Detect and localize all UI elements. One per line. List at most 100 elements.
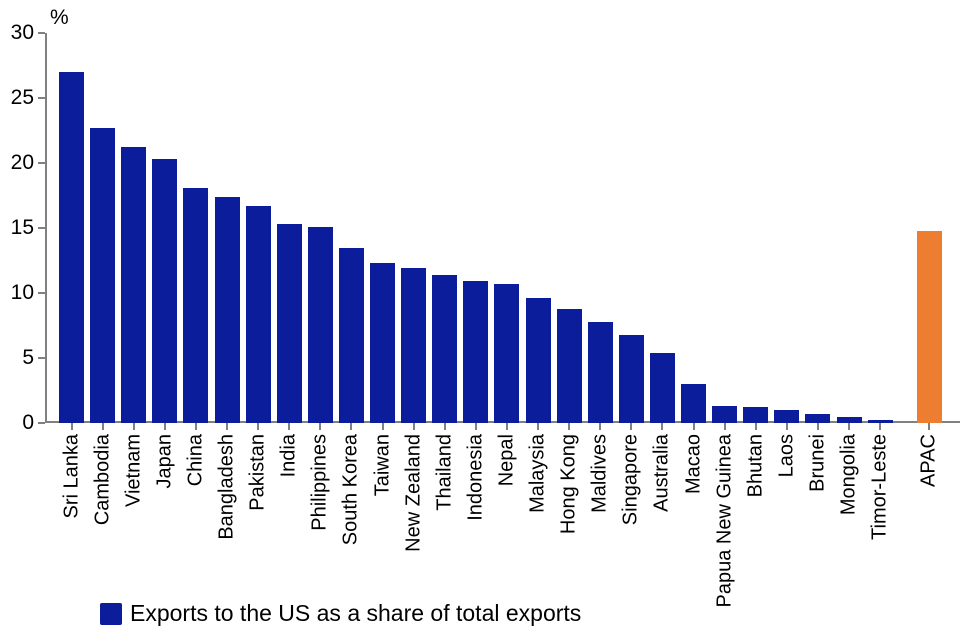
x-tick [537, 423, 539, 430]
x-tick [817, 423, 819, 430]
x-axis-label: Bangladesh [216, 434, 239, 540]
y-axis-line [45, 33, 47, 423]
y-tick [38, 357, 45, 359]
bar [463, 281, 488, 423]
x-axis-label: Pakistan [247, 434, 270, 511]
bar [277, 224, 302, 423]
bar [432, 275, 457, 423]
bar-chart: % Exports to the US as a share of total … [0, 0, 973, 637]
bar [121, 147, 146, 423]
x-tick [350, 423, 352, 430]
x-axis-label: Cambodia [91, 434, 114, 525]
x-axis-label: Mongolia [838, 434, 861, 515]
x-axis-label: Macao [682, 434, 705, 494]
x-axis-label: New Zealand [402, 434, 425, 552]
y-tick-label: 25 [11, 86, 34, 110]
x-tick [288, 423, 290, 430]
x-tick [755, 423, 757, 430]
x-axis-label: APAC [918, 434, 941, 487]
x-tick [444, 423, 446, 430]
bar [90, 128, 115, 423]
y-tick-label: 20 [11, 151, 34, 175]
bar [805, 414, 830, 423]
x-tick [693, 423, 695, 430]
bar [712, 406, 737, 423]
y-tick [38, 422, 45, 424]
bar [152, 159, 177, 423]
x-tick [133, 423, 135, 430]
x-tick [319, 423, 321, 430]
x-axis-label: Japan [153, 434, 176, 489]
y-tick-label: 15 [11, 216, 34, 240]
x-tick [382, 423, 384, 430]
bar [743, 407, 768, 423]
bar [917, 231, 942, 423]
x-tick [568, 423, 570, 430]
x-tick [475, 423, 477, 430]
x-axis-label: Singapore [620, 434, 643, 525]
x-axis-label: India [278, 434, 301, 477]
bar [183, 188, 208, 423]
x-axis-label: China [184, 434, 207, 486]
x-tick [879, 423, 881, 430]
bar [526, 298, 551, 423]
y-tick-label: 0 [22, 411, 34, 435]
x-tick [848, 423, 850, 430]
x-axis-label: Taiwan [371, 434, 394, 496]
x-tick [786, 423, 788, 430]
y-tick [38, 292, 45, 294]
y-tick [38, 227, 45, 229]
bar [308, 227, 333, 423]
y-tick [38, 97, 45, 99]
legend: Exports to the US as a share of total ex… [100, 600, 581, 627]
bar [588, 322, 613, 423]
bar [619, 335, 644, 423]
x-axis-label: Maldives [589, 434, 612, 513]
x-axis-label: Indonesia [464, 434, 487, 521]
x-axis-label: Philippines [309, 434, 332, 531]
y-tick-label: 5 [22, 346, 34, 370]
bar [246, 206, 271, 423]
x-tick [599, 423, 601, 430]
x-axis-label: Brunei [806, 434, 829, 492]
y-unit-label: % [50, 6, 69, 30]
y-tick-label: 10 [11, 281, 34, 305]
x-tick [195, 423, 197, 430]
legend-swatch [100, 603, 122, 625]
x-tick [164, 423, 166, 430]
x-axis-label: Nepal [495, 434, 518, 486]
bar [681, 384, 706, 423]
bar [557, 309, 582, 423]
x-tick [257, 423, 259, 430]
x-axis-label: Hong Kong [558, 434, 581, 534]
legend-text: Exports to the US as a share of total ex… [130, 600, 581, 627]
bar [494, 284, 519, 423]
x-axis-label: South Korea [340, 434, 363, 545]
x-tick [102, 423, 104, 430]
y-tick [38, 162, 45, 164]
x-axis-label: Laos [775, 434, 798, 477]
bar [339, 248, 364, 424]
x-tick [226, 423, 228, 430]
x-axis-label: Bhutan [744, 434, 767, 497]
x-tick [661, 423, 663, 430]
y-tick [38, 32, 45, 34]
x-axis-label: Papua New Guinea [713, 434, 736, 607]
bar [370, 263, 395, 423]
x-axis-label: Sri Lanka [60, 434, 83, 519]
x-axis-label: Vietnam [122, 434, 145, 507]
x-axis-label: Timor-Leste [869, 434, 892, 540]
y-tick-label: 30 [11, 21, 34, 45]
x-axis-label: Thailand [433, 434, 456, 511]
x-tick [506, 423, 508, 430]
plot-area [45, 33, 960, 423]
x-tick [630, 423, 632, 430]
bar [650, 353, 675, 423]
bar [401, 268, 426, 423]
x-tick [413, 423, 415, 430]
x-tick [928, 423, 930, 430]
x-axis-label: Australia [651, 434, 674, 512]
x-tick [71, 423, 73, 430]
x-axis-label: Malaysia [527, 434, 550, 513]
bar [215, 197, 240, 423]
